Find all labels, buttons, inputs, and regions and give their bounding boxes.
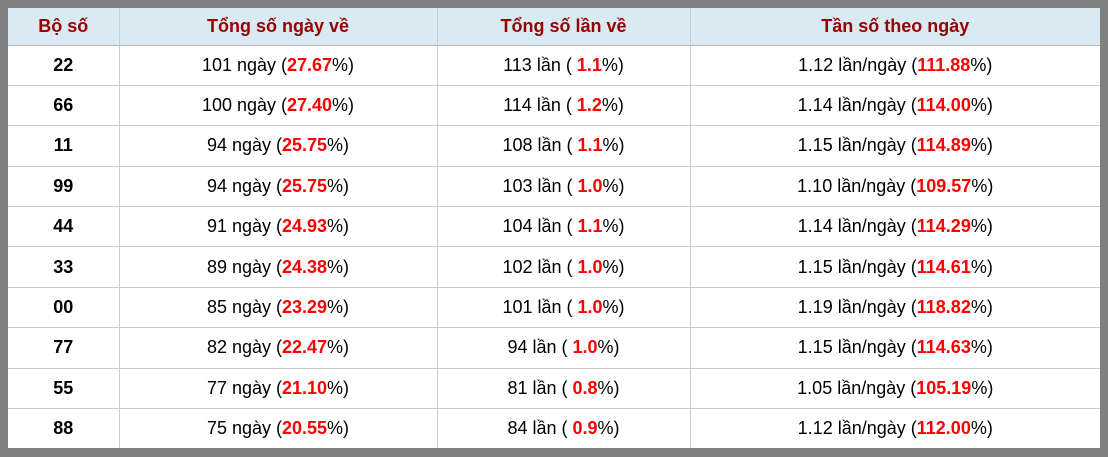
cell-pair-number: 00 [8, 286, 120, 329]
cell-daily-frequency: 1.12 lần/ngày (112.00%) [689, 408, 1100, 448]
cell-total-days: 100 ngày (27.40%) [118, 84, 438, 127]
frequency-percent-value: 114.29 [916, 216, 971, 237]
cell-daily-frequency: 1.15 lần/ngày (114.61%) [689, 246, 1100, 288]
cell-total-days: 94 ngày (25.75%) [118, 165, 438, 208]
cell-daily-frequency: 1.14 lần/ngày (114.29%) [689, 206, 1100, 248]
frequency-percent-value: 114.00 [916, 95, 971, 116]
times-percent-value: 0.8 [572, 377, 598, 398]
times-percent-value: 1.1 [577, 135, 603, 156]
cell-total-times: 94 lần ( 1.0%) [436, 327, 691, 369]
cell-total-times: 113 lần ( 1.1%) [436, 44, 691, 86]
cell-daily-frequency: 1.15 lần/ngày (114.63%) [689, 327, 1100, 369]
days-percent-value: 27.67 [287, 54, 333, 75]
times-percent-value: 1.1 [576, 54, 602, 75]
cell-total-times: 84 lần ( 0.9%) [436, 408, 691, 448]
table-body: 22 101 ngày (27.67%) 113 lần ( 1.1%) 1.12 l… [8, 44, 1100, 448]
cell-daily-frequency: 1.12 lần/ngày (111.88%) [689, 44, 1100, 86]
cell-pair-number: 88 [8, 408, 120, 448]
cell-total-times: 104 lần ( 1.1%) [436, 206, 691, 248]
table-row: 33 89 ngày (24.38%) 102 lần ( 1.0%) 1.15 lầ… [8, 246, 1100, 288]
frequency-percent-value: 118.82 [916, 297, 971, 318]
col-header-daily-frequency: Tần số theo ngày [689, 8, 1100, 46]
days-percent-value: 27.40 [287, 95, 333, 116]
days-percent-value: 22.47 [282, 337, 328, 358]
table-row: 55 77 ngày (21.10%) 81 lần ( 0.8%) 1.05 lần… [8, 367, 1100, 410]
cell-daily-frequency: 1.14 lần/ngày (114.00%) [689, 84, 1100, 127]
col-header-pair-number: Bộ số [8, 8, 120, 46]
table-row: 44 91 ngày (24.93%) 104 lần ( 1.1%) 1.14 lầ… [8, 206, 1100, 248]
cell-total-days: 101 ngày (27.67%) [118, 44, 438, 86]
cell-total-times: 103 lần ( 1.0%) [436, 165, 691, 208]
cell-pair-number: 99 [8, 165, 120, 208]
times-percent-value: 1.1 [577, 216, 603, 237]
days-percent-value: 25.75 [282, 135, 328, 156]
days-percent-value: 21.10 [282, 377, 328, 398]
times-percent-value: 1.0 [577, 175, 603, 196]
lottery-stats-panel: Bộ số Tổng số ngày về Tổng số lần về Tần… [8, 8, 1100, 448]
cell-daily-frequency: 1.05 lần/ngày (105.19%) [689, 367, 1100, 410]
days-percent-value: 23.29 [282, 297, 328, 318]
cell-daily-frequency: 1.15 lần/ngày (114.89%) [689, 125, 1100, 167]
days-percent-value: 20.55 [282, 418, 328, 438]
cell-pair-number: 22 [8, 44, 120, 86]
frequency-percent-value: 114.89 [916, 135, 971, 156]
cell-total-days: 82 ngày (22.47%) [118, 327, 438, 369]
cell-pair-number: 77 [8, 327, 120, 369]
table-row: 77 82 ngày (22.47%) 94 lần ( 1.0%) 1.15 lần… [8, 327, 1100, 369]
frequency-percent-value: 109.57 [916, 175, 972, 196]
times-percent-value: 1.0 [577, 297, 603, 318]
cell-total-days: 91 ngày (24.93%) [118, 206, 438, 248]
frequency-percent-value: 114.61 [916, 256, 971, 277]
days-percent-value: 24.93 [282, 216, 328, 237]
days-percent-value: 24.38 [282, 256, 328, 277]
days-percent-value: 25.75 [282, 175, 328, 196]
cell-total-times: 102 lần ( 1.0%) [436, 246, 691, 288]
cell-total-days: 77 ngày (21.10%) [118, 367, 438, 410]
table-row: 11 94 ngày (25.75%) 108 lần ( 1.1%) 1.15 lầ… [8, 125, 1100, 167]
cell-total-times: 81 lần ( 0.8%) [436, 367, 691, 410]
cell-total-days: 75 ngày (20.55%) [118, 408, 438, 448]
cell-total-days: 94 ngày (25.75%) [118, 125, 438, 167]
col-header-total-days: Tổng số ngày về [118, 8, 438, 46]
cell-pair-number: 66 [8, 84, 120, 127]
table-row: 66 100 ngày (27.40%) 114 lần ( 1.2%) 1.14 l… [8, 84, 1100, 127]
lottery-stats-table: Bộ số Tổng số ngày về Tổng số lần về Tần… [8, 8, 1100, 448]
cell-pair-number: 11 [8, 125, 120, 167]
col-header-total-times: Tổng số lần về [436, 8, 691, 46]
frequency-percent-value: 111.88 [917, 54, 971, 75]
cell-total-times: 108 lần ( 1.1%) [436, 125, 691, 167]
times-percent-value: 0.9 [572, 418, 598, 438]
table-row: 22 101 ngày (27.67%) 113 lần ( 1.1%) 1.12 l… [8, 44, 1100, 86]
times-percent-value: 1.2 [576, 95, 602, 116]
table-row: 88 75 ngày (20.55%) 84 lần ( 0.9%) 1.12 lần… [8, 408, 1100, 448]
table-row: 00 85 ngày (23.29%) 101 lần ( 1.0%) 1.19 lầ… [8, 286, 1100, 329]
times-percent-value: 1.0 [572, 337, 598, 358]
cell-total-times: 114 lần ( 1.2%) [436, 84, 691, 127]
cell-total-times: 101 lần ( 1.0%) [436, 286, 691, 329]
frequency-percent-value: 114.63 [916, 337, 971, 358]
cell-pair-number: 55 [8, 367, 120, 410]
cell-total-days: 85 ngày (23.29%) [118, 286, 438, 329]
frequency-percent-value: 112.00 [916, 418, 971, 438]
table-row: 99 94 ngày (25.75%) 103 lần ( 1.0%) 1.10 lầ… [8, 165, 1100, 208]
cell-daily-frequency: 1.10 lần/ngày (109.57%) [689, 165, 1100, 208]
header-row: Bộ số Tổng số ngày về Tổng số lần về Tần… [8, 8, 1100, 46]
cell-pair-number: 33 [8, 246, 120, 288]
cell-pair-number: 44 [8, 206, 120, 248]
cell-total-days: 89 ngày (24.38%) [118, 246, 438, 288]
cell-daily-frequency: 1.19 lần/ngày (118.82%) [689, 286, 1100, 329]
times-percent-value: 1.0 [577, 256, 603, 277]
frequency-percent-value: 105.19 [916, 377, 972, 398]
